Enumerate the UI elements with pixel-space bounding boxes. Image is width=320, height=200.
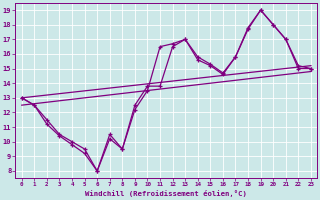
X-axis label: Windchill (Refroidissement éolien,°C): Windchill (Refroidissement éolien,°C) (85, 190, 247, 197)
